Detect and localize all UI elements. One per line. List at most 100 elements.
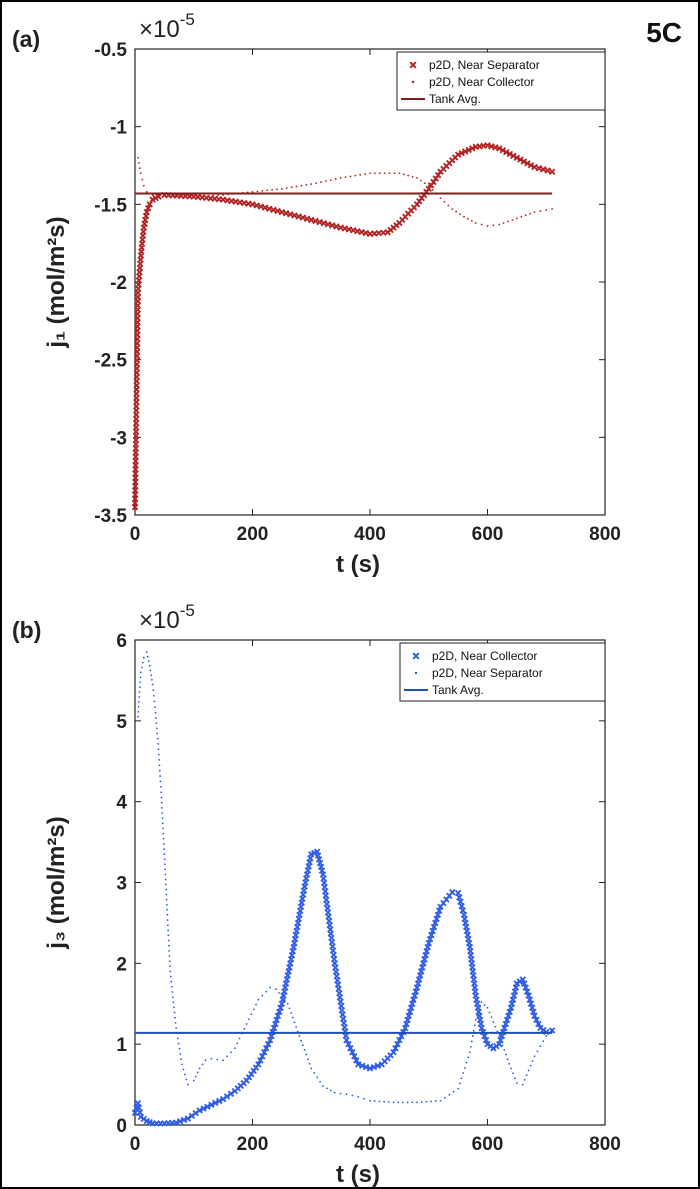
data-point-dot	[157, 194, 160, 196]
data-point-x	[266, 1036, 274, 1044]
data-point-dot	[252, 1008, 255, 1011]
data-point-dot	[483, 1004, 486, 1006]
data-point-dot	[515, 217, 518, 220]
data-point-x	[501, 1024, 508, 1032]
data-point-dot	[470, 1040, 473, 1043]
data-point-x	[349, 1049, 356, 1056]
data-point-x	[396, 1036, 403, 1044]
data-point-dot	[275, 988, 277, 991]
data-point-dot	[139, 671, 142, 674]
data-point-dot	[138, 701, 140, 703]
data-point-dot	[364, 173, 367, 175]
data-point-x	[481, 1032, 488, 1040]
data-point-dot	[322, 1085, 324, 1088]
legend-entry: Tank Avg.	[432, 683, 484, 697]
data-point-x	[270, 1024, 278, 1032]
data-point-x	[402, 1024, 409, 1032]
data-point-dot	[194, 1075, 197, 1078]
data-point-dot	[531, 1060, 534, 1062]
data-point-dot	[480, 223, 483, 226]
x-tick-label: 800	[589, 1134, 621, 1155]
data-point-dot	[471, 1035, 474, 1037]
data-point-dot	[411, 1101, 414, 1104]
y-axis-label: j₃ (mol/m²s)	[43, 816, 70, 949]
data-point-dot	[243, 1027, 246, 1030]
data-point-dot	[439, 1099, 442, 1102]
data-point-dot	[157, 748, 160, 751]
data-point-dot	[166, 924, 169, 927]
data-point-dot	[162, 837, 165, 840]
data-point-dot	[163, 858, 166, 861]
data-point-dot	[178, 1047, 181, 1050]
data-point-x	[520, 158, 528, 165]
data-point-dot	[459, 213, 461, 216]
data-point-dot	[172, 1001, 175, 1004]
data-point-dot	[354, 174, 357, 177]
y-tick-label: 6	[116, 631, 127, 652]
data-point-x	[264, 1040, 272, 1048]
data-point-x	[429, 927, 436, 935]
data-point-dot	[402, 173, 405, 176]
data-point-x	[527, 161, 535, 169]
data-point-dot	[295, 1025, 298, 1028]
data-point-dot	[159, 775, 162, 777]
data-point-dot	[155, 717, 157, 719]
data-point-dot	[507, 220, 509, 223]
data-point-dot	[230, 1051, 232, 1054]
data-point-x	[131, 1109, 139, 1117]
data-point-dot	[392, 1101, 395, 1104]
data-point-dot	[427, 184, 430, 187]
data-point-x	[303, 215, 311, 222]
data-point-dot	[141, 178, 144, 181]
data-point-x	[398, 1032, 405, 1040]
data-point-x	[528, 1004, 536, 1012]
data-point-dot	[313, 1071, 316, 1074]
data-point-dot	[169, 965, 171, 968]
data-point-dot	[512, 1072, 514, 1075]
data-point-dot	[233, 1047, 236, 1050]
data-point-dot	[226, 1055, 228, 1058]
data-point-x	[172, 1119, 180, 1126]
series-p2d-near-collector	[131, 848, 556, 1127]
data-point-dot	[477, 1010, 480, 1012]
data-point-dot	[192, 1079, 195, 1082]
data-point-dot	[222, 194, 225, 196]
data-point-dot	[290, 186, 293, 189]
data-point-x	[496, 145, 503, 152]
data-point-dot	[180, 1058, 183, 1061]
data-point-dot	[515, 1082, 518, 1084]
data-point-dot	[295, 185, 298, 188]
legend-marker-dot	[411, 80, 415, 84]
data-point-dot	[378, 172, 381, 175]
data-point-dot	[163, 848, 166, 850]
data-point-dot	[139, 681, 142, 684]
data-point-dot	[167, 929, 170, 932]
data-point-dot	[301, 1044, 304, 1047]
data-point-dot	[490, 1016, 493, 1019]
data-point-dot	[329, 179, 332, 181]
data-point-dot	[159, 780, 162, 783]
data-point-x	[278, 208, 286, 216]
axes-box	[134, 639, 606, 1126]
data-point-x	[461, 148, 469, 155]
y-tick-label: -2	[110, 273, 127, 294]
data-point-dot	[463, 215, 465, 218]
data-point-x	[155, 193, 162, 200]
data-point-dot	[236, 1042, 239, 1045]
data-point-dot	[146, 655, 149, 658]
legend-entry: p2D, Near Separator	[429, 58, 540, 72]
legend-box	[396, 51, 606, 111]
y-tick-label: -0.5	[94, 40, 127, 61]
data-point-dot	[521, 1083, 524, 1086]
data-point-x	[430, 923, 438, 931]
data-point-x	[249, 201, 256, 208]
legend-entry: p2D, Near Collector	[432, 649, 537, 663]
y-tick-label: -2.5	[94, 351, 127, 372]
data-point-x	[180, 1116, 188, 1124]
data-point-dot	[524, 214, 527, 217]
y-tick-label: 1	[116, 1035, 127, 1056]
legend-entry: p2D, Near Collector	[429, 75, 534, 89]
data-point-dot	[149, 669, 152, 672]
data-point-dot	[164, 883, 167, 886]
data-point-dot	[168, 955, 171, 957]
